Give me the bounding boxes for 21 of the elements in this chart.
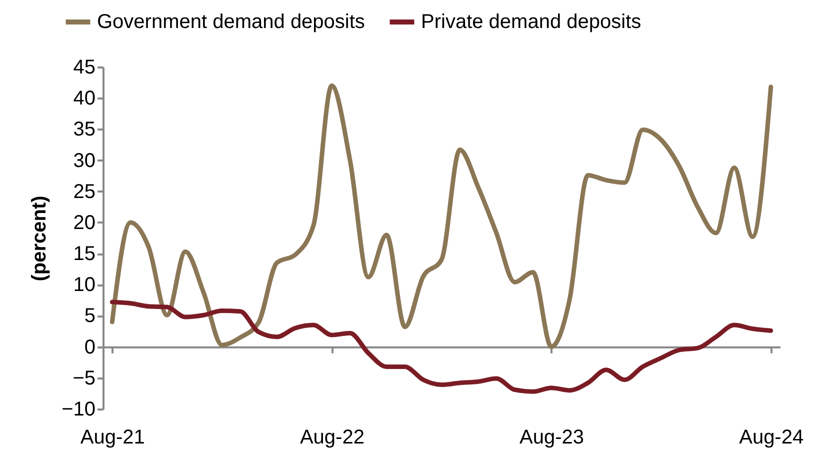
y-tick-label: 5	[84, 305, 96, 328]
x-tick-label: Aug-22	[300, 426, 364, 448]
y-tick-label: −10	[62, 398, 96, 420]
y-tick-label: 0	[84, 336, 96, 358]
y-tick-label: −5	[72, 367, 96, 390]
y-tick-label: 45	[73, 56, 96, 78]
y-tick-label: 10	[73, 274, 96, 296]
x-tick-label: Aug-24	[739, 426, 804, 448]
legend-label: Government demand deposits	[97, 11, 365, 33]
y-tick-label: 20	[73, 212, 96, 234]
line-series	[110, 300, 774, 394]
y-tick-label: 15	[73, 243, 96, 266]
y-tick-label: 30	[73, 150, 96, 172]
y-axis-title: (percent)	[28, 196, 51, 282]
x-tick-label: Aug-21	[80, 426, 145, 448]
y-tick-label: 35	[73, 118, 96, 141]
y-tick-label: 25	[73, 180, 96, 203]
y-tick-label: 40	[73, 88, 96, 110]
x-tick-label: Aug-23	[520, 426, 584, 448]
line-series	[110, 83, 774, 350]
legend-label: Private demand deposits	[421, 11, 642, 33]
